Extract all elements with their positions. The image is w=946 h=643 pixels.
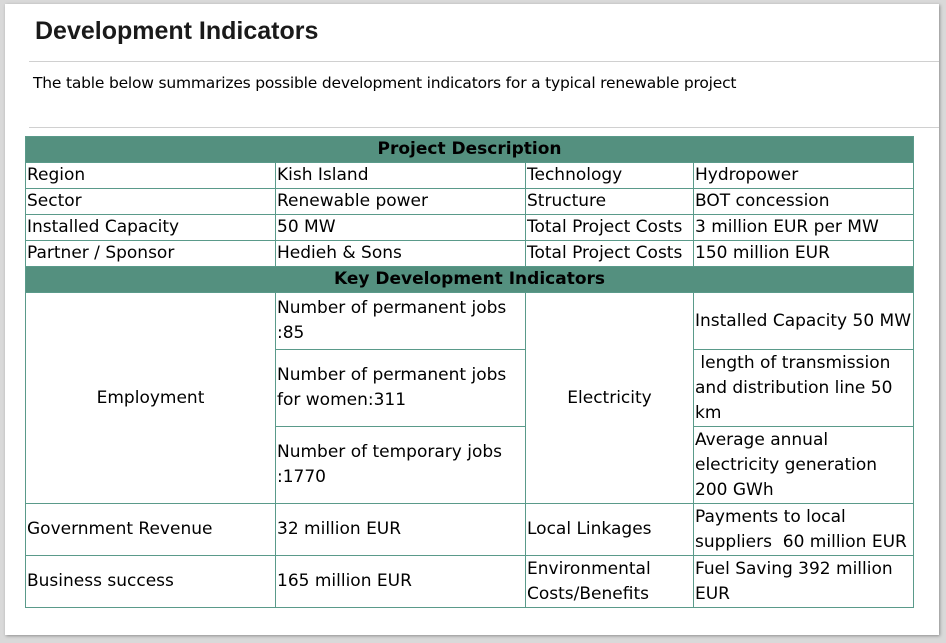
subtitle-divider bbox=[29, 127, 939, 128]
table-cell: Structure bbox=[525, 188, 694, 215]
table-row: Region Kish Island Technology Hydropower bbox=[25, 162, 915, 189]
table-cell: 165 million EUR bbox=[275, 555, 526, 608]
table-row: Sector Renewable power Structure BOT con… bbox=[25, 188, 915, 215]
table-cell: Partner / Sponsor bbox=[25, 240, 276, 267]
slide: Development Indicators The table below s… bbox=[5, 4, 939, 635]
electricity-item: Average annual electricity generation 20… bbox=[692, 426, 915, 504]
title-divider bbox=[29, 61, 939, 62]
table-cell: Hedieh & Sons bbox=[275, 240, 526, 267]
section-header-key-indicators: Key Development Indicators bbox=[24, 266, 915, 293]
table-cell: 32 million EUR bbox=[275, 503, 526, 556]
table-row: Number of permanent jobs for women:311 l… bbox=[26, 349, 915, 427]
table-cell: Renewable power bbox=[275, 188, 526, 215]
section-header-project-description: Project Description bbox=[24, 136, 915, 163]
table-row: Number of temporary jobs :1770 Average a… bbox=[26, 426, 915, 504]
table-cell: Kish Island bbox=[275, 162, 526, 189]
table-cell: Hydropower bbox=[692, 162, 915, 189]
table-cell: Environmental Costs/Benefits bbox=[525, 555, 694, 608]
table-cell: Fuel Saving 392 million EUR bbox=[692, 555, 915, 608]
electricity-item: Installed Capacity 50 MW bbox=[692, 292, 915, 350]
subtitle-text: The table below summarizes possible deve… bbox=[33, 74, 737, 92]
employment-item: Number of permanent jobs :85 bbox=[275, 292, 526, 350]
table-row: Employment Number of permanent jobs :85 … bbox=[25, 292, 915, 504]
table-cell: Total Project Costs bbox=[525, 240, 694, 267]
indicators-table: Project Description Region Kish Island T… bbox=[24, 136, 915, 608]
employment-item: Number of temporary jobs :1770 bbox=[275, 426, 526, 504]
table-cell: Payments to local suppliers 60 million E… bbox=[692, 503, 915, 556]
table-cell: Installed Capacity bbox=[25, 214, 276, 241]
employment-item: Number of permanent jobs for women:311 bbox=[275, 349, 526, 427]
table-row: Partner / Sponsor Hedieh & Sons Total Pr… bbox=[25, 240, 915, 267]
table-row: Government Revenue 32 million EUR Local … bbox=[25, 503, 915, 556]
table-cell: BOT concession bbox=[692, 188, 915, 215]
page-title: Development Indicators bbox=[35, 17, 319, 45]
table-row: Installed Capacity 50 MW Total Project C… bbox=[25, 214, 915, 241]
table-cell: Technology bbox=[525, 162, 694, 189]
table-cell: Local Linkages bbox=[525, 503, 694, 556]
electricity-label: Electricity bbox=[525, 292, 694, 504]
table-cell: Government Revenue bbox=[25, 503, 276, 556]
table-cell: Total Project Costs bbox=[525, 214, 694, 241]
table-row: Business success 165 million EUR Environ… bbox=[25, 555, 915, 608]
table-cell: Business success bbox=[25, 555, 276, 608]
electricity-item: length of transmission and distribution … bbox=[692, 349, 915, 427]
table-cell: Sector bbox=[25, 188, 276, 215]
table-cell: 150 million EUR bbox=[692, 240, 915, 267]
table-cell: Region bbox=[25, 162, 276, 189]
table-cell: 50 MW bbox=[275, 214, 526, 241]
employment-label: Employment bbox=[25, 292, 276, 504]
table-cell: 3 million EUR per MW bbox=[692, 214, 915, 241]
